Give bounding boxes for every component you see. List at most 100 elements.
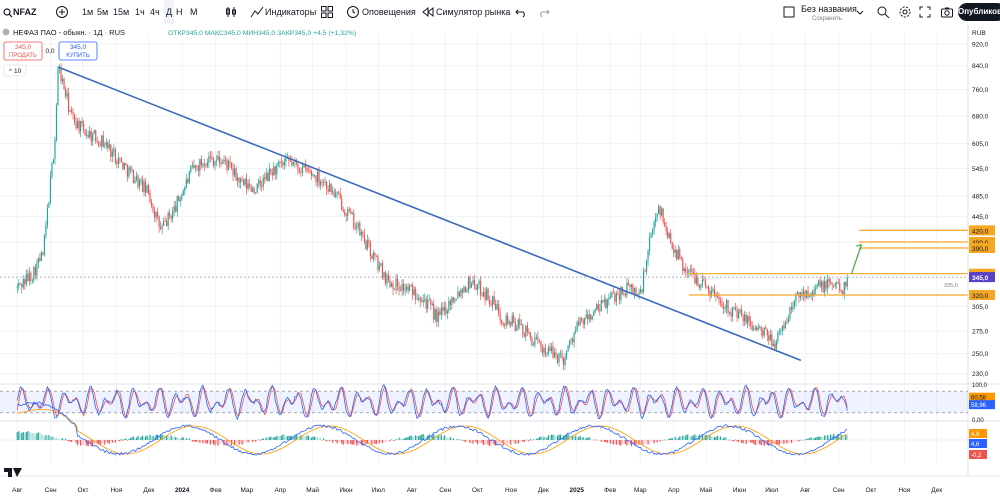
macd-histogram-bar <box>467 440 470 441</box>
macd-histogram-bar <box>149 434 151 440</box>
candle-body <box>252 188 254 192</box>
macd-histogram-bar <box>665 440 667 441</box>
candle-body <box>567 345 569 351</box>
candle-body <box>280 161 282 163</box>
replay-button[interactable]: Симулятор рынка <box>436 7 511 17</box>
macd-histogram-bar <box>446 437 448 440</box>
x-tick-label: Июн <box>733 487 747 494</box>
candle-body <box>679 249 681 258</box>
interval-1-button[interactable]: 1м <box>82 7 94 17</box>
publish-button[interactable]: Опубликовать <box>958 3 1000 21</box>
macd-histogram-bar <box>273 437 275 440</box>
candle-body <box>713 288 716 296</box>
macd-histogram-bar <box>511 440 513 443</box>
macd-histogram-bar <box>532 439 534 440</box>
undo-icon[interactable] <box>514 5 528 19</box>
add-symbol-icon[interactable] <box>55 5 69 19</box>
interval-3-button[interactable]: 15м <box>113 7 130 17</box>
symbol-search[interactable]: NFAZ <box>13 7 37 17</box>
macd-histogram-bar <box>160 434 162 440</box>
macd-histogram-bar <box>535 438 537 440</box>
candle-body <box>326 181 328 190</box>
fullscreen-icon[interactable] <box>918 5 932 19</box>
candle-body <box>93 130 95 134</box>
candle-body <box>704 280 707 286</box>
macd-histogram-bar <box>498 440 500 445</box>
macd-histogram-bar <box>336 440 338 444</box>
candle-body <box>335 193 337 197</box>
macd-histogram-bar <box>33 433 35 440</box>
templates-icon[interactable] <box>320 5 334 19</box>
macd-histogram-bar <box>846 435 848 440</box>
candle-body <box>781 325 783 331</box>
interval-2-button[interactable]: 5м <box>97 7 109 17</box>
redo-icon[interactable] <box>537 5 551 19</box>
candle-body <box>437 311 439 322</box>
candle-body <box>83 123 85 131</box>
candle-body <box>765 327 767 329</box>
candle-body <box>620 287 622 300</box>
candle-body <box>467 276 470 291</box>
candle-body <box>559 352 562 354</box>
candle-body <box>246 178 248 189</box>
macd-histogram-bar <box>591 439 593 440</box>
chevron-down-icon[interactable] <box>855 5 869 19</box>
layout-square-icon[interactable] <box>782 5 796 19</box>
macd-histogram-bar <box>104 440 106 445</box>
macd-histogram-bar <box>401 438 403 440</box>
macd-histogram-bar <box>167 435 169 440</box>
macd-histogram-bar <box>253 440 255 442</box>
candle-body <box>801 292 803 296</box>
price-chart[interactable]: Авг Сен Окт Ноя Дек 2024 Фев Мар Апр Май Июн Июл Авг… <box>0 24 1000 499</box>
macd-histogram-bar <box>380 440 382 443</box>
candle-body <box>140 179 142 181</box>
projection-arrowhead[interactable] <box>856 244 863 251</box>
indicators-icon[interactable] <box>250 5 264 19</box>
alert-clock-icon[interactable] <box>346 5 360 19</box>
candle-body <box>303 163 305 168</box>
indicators-toggle[interactable] <box>3 64 27 77</box>
candle-body <box>537 336 539 341</box>
candle-body <box>730 312 732 317</box>
indicators-button[interactable]: Индикаторы <box>265 7 317 17</box>
macd-histogram-bar <box>436 436 438 440</box>
sell-button[interactable] <box>3 41 43 61</box>
interval-6-button[interactable]: Д <box>164 0 175 24</box>
candle-body <box>398 286 400 291</box>
alerts-button[interactable]: Оповещения <box>362 7 416 17</box>
replay-icon[interactable] <box>421 5 435 19</box>
macd-histogram-bar <box>581 437 583 440</box>
layout-name[interactable]: Без названия <box>801 4 857 14</box>
macd-histogram-bar <box>114 440 116 443</box>
macd-histogram-bar <box>166 435 168 440</box>
macd-histogram-bar <box>638 440 640 445</box>
gear-icon[interactable] <box>898 5 912 19</box>
interval-4-button[interactable]: 1ч <box>135 7 145 17</box>
interval-5-button[interactable]: 4ч <box>150 7 160 17</box>
chart-type-icon[interactable] <box>224 5 238 19</box>
macd-histogram-bar <box>799 439 802 441</box>
macd-value-tag <box>969 439 987 448</box>
quick-search-icon[interactable] <box>876 5 890 19</box>
macd-histogram-bar <box>722 438 725 440</box>
candle-body <box>190 166 192 172</box>
macd-histogram-bar <box>790 440 793 443</box>
candle-body <box>831 283 833 286</box>
candle-body <box>160 227 162 229</box>
search-icon[interactable] <box>3 5 17 19</box>
candle-body <box>366 240 368 249</box>
macd-histogram-bar <box>428 434 430 440</box>
interval-7-button[interactable]: Н <box>176 7 183 17</box>
buy-button[interactable] <box>58 41 98 61</box>
candle-body <box>780 330 782 332</box>
camera-icon[interactable] <box>940 5 954 19</box>
candle-body <box>546 353 548 355</box>
trendline[interactable] <box>57 66 802 362</box>
candle-body <box>493 296 495 304</box>
candle-body <box>562 358 565 365</box>
candle-body <box>164 221 166 222</box>
macd-histogram-bar <box>143 436 145 440</box>
macd-histogram-bar <box>594 439 596 440</box>
y-tick-label: 680,0 <box>972 113 989 120</box>
interval-8-button[interactable]: М <box>190 7 198 17</box>
